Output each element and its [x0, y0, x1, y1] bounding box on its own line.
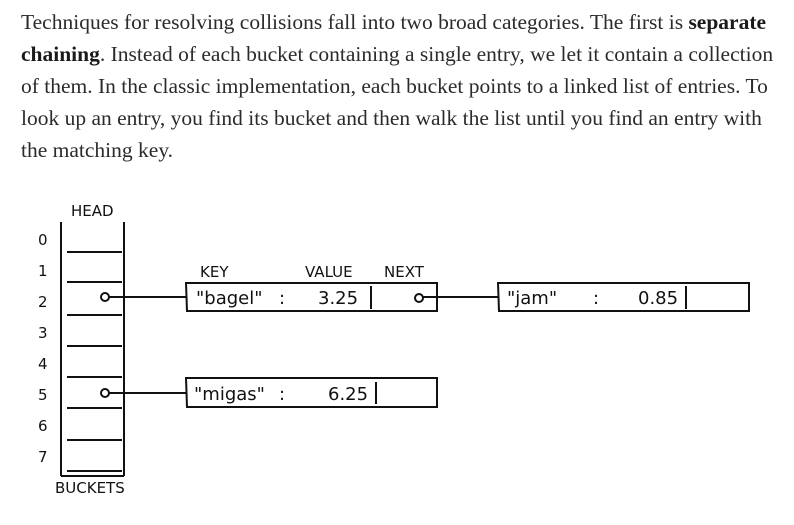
entry-bagel: "bagel" : 3.25 — [184, 282, 498, 312]
entry-value: 0.85 — [638, 288, 678, 309]
separate-chaining-diagram: HEAD 0 1 2 3 4 5 6 7 BUCKETS KEY VALUE N… — [0, 190, 794, 520]
entry-box — [184, 282, 438, 312]
key-column-label: KEY — [200, 263, 229, 281]
bucket-index: 7 — [38, 448, 48, 466]
next-column-label: NEXT — [384, 263, 425, 281]
entry-separator: : — [279, 384, 285, 405]
bucket-indices: 0 1 2 3 4 5 6 7 — [38, 231, 48, 466]
bucket-index: 6 — [38, 417, 48, 435]
paragraph-rest: . Instead of each bucket containing a si… — [21, 42, 774, 162]
separate-chaining-term: separate chaining — [21, 10, 767, 66]
value-column-label: VALUE — [305, 263, 353, 281]
entry-box — [496, 282, 750, 312]
column-labels: KEY VALUE NEXT — [200, 263, 425, 281]
entry-value: 3.25 — [318, 288, 358, 309]
entry-value: 6.25 — [328, 384, 368, 405]
bucket-index: 3 — [38, 324, 48, 342]
entry-key: "migas" — [194, 384, 265, 405]
pointer-bucket-2 — [100, 292, 186, 302]
entry-separator: : — [279, 288, 285, 309]
pointer-bucket-5 — [100, 388, 186, 398]
entry-jam: "jam" : 0.85 — [496, 282, 750, 312]
bucket-array — [60, 222, 125, 477]
body-paragraph: Techniques for resolving collisions fall… — [21, 6, 781, 166]
bucket-index: 1 — [38, 262, 48, 280]
next-pointer-dot — [414, 293, 424, 303]
entry-key: "jam" — [507, 288, 557, 309]
bucket-index: 0 — [38, 231, 48, 249]
entry-key: "bagel" — [196, 288, 263, 309]
pointer-origin-dot — [100, 292, 110, 302]
diagram-svg: HEAD 0 1 2 3 4 5 6 7 BUCKETS KEY VALUE N… — [38, 202, 750, 497]
bucket-index: 2 — [38, 293, 48, 311]
pointer-origin-dot — [100, 388, 110, 398]
head-label: HEAD — [71, 202, 114, 220]
paragraph-intro: Techniques for resolving collisions fall… — [21, 10, 689, 34]
buckets-label: BUCKETS — [55, 479, 125, 497]
bucket-index: 4 — [38, 355, 48, 373]
bucket-index: 5 — [38, 386, 48, 404]
entry-box — [184, 377, 438, 408]
entry-separator: : — [593, 288, 599, 309]
entry-migas: "migas" : 6.25 — [184, 377, 438, 408]
